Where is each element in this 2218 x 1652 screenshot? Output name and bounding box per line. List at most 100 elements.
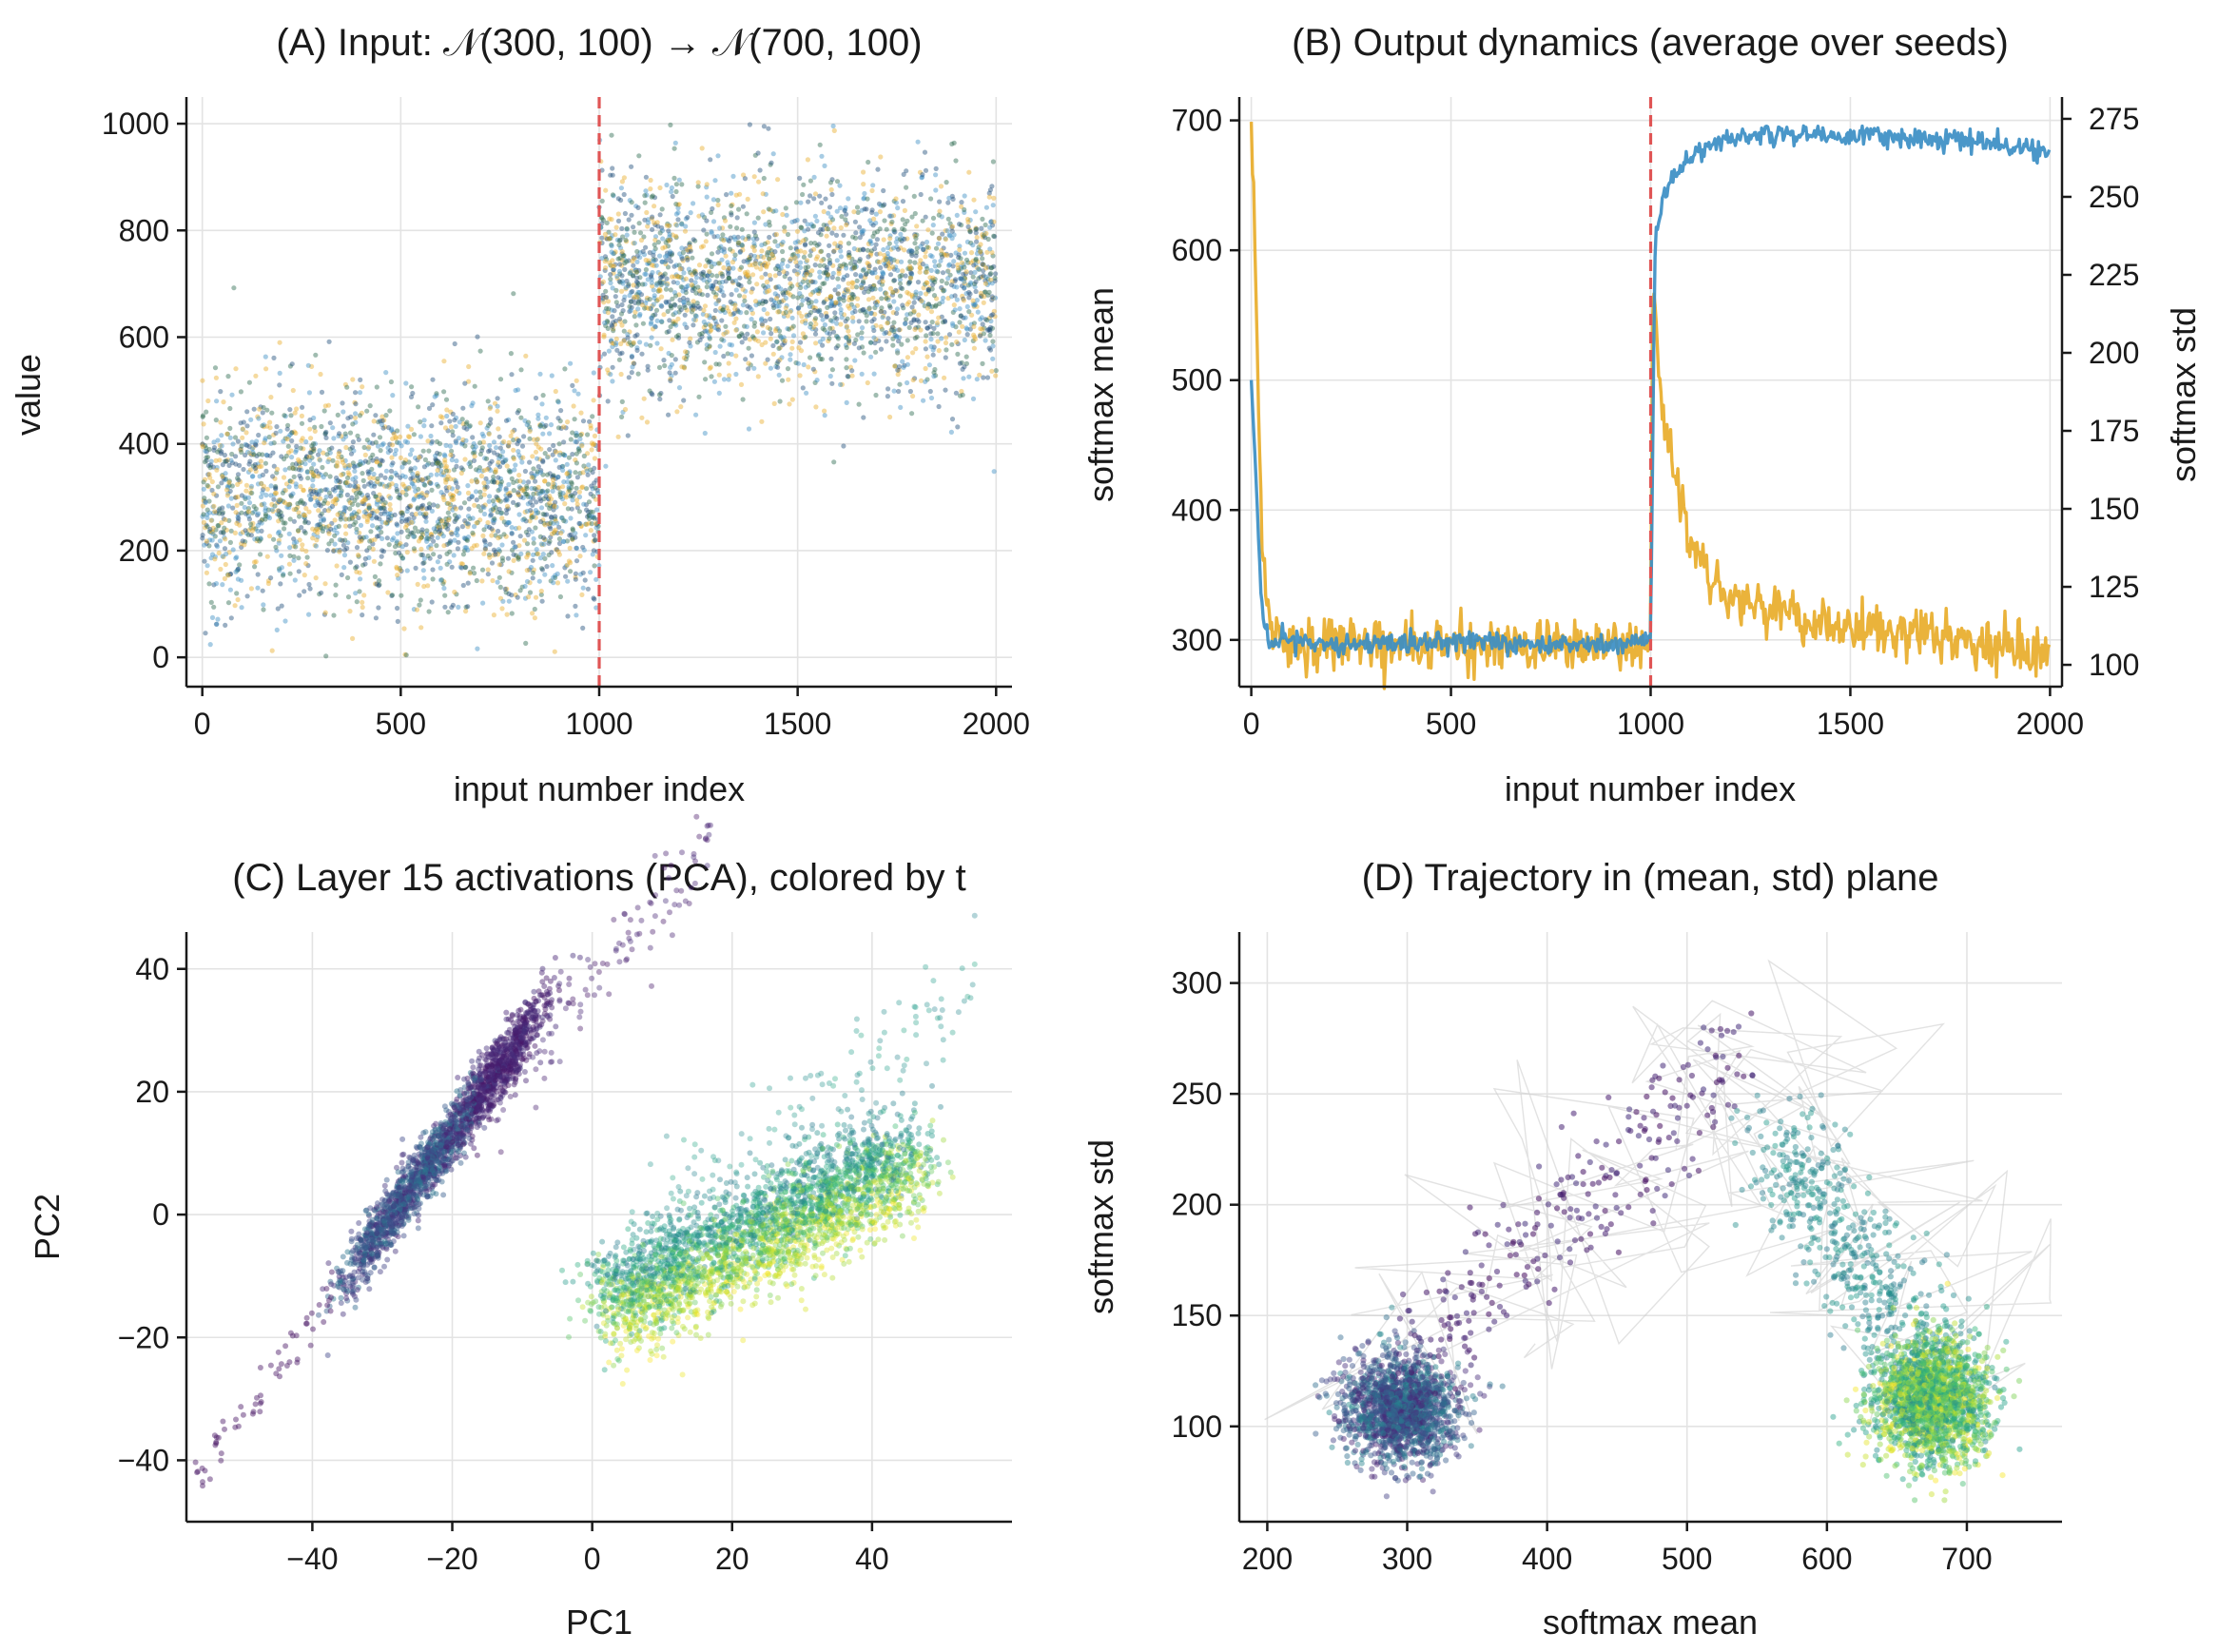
input-point	[506, 481, 512, 488]
input-point	[360, 562, 366, 568]
input-point	[906, 291, 912, 297]
input-point	[657, 280, 663, 285]
input-point	[946, 332, 953, 338]
input-point	[761, 175, 767, 182]
input-point	[460, 582, 466, 589]
input-point	[859, 371, 865, 377]
input-point	[644, 419, 651, 425]
input-point	[309, 466, 315, 472]
input-point	[271, 536, 277, 542]
input-point	[418, 492, 424, 498]
input-point	[409, 519, 415, 526]
input-point	[649, 262, 655, 268]
input-point	[834, 179, 841, 185]
input-point	[358, 522, 364, 529]
input-point	[767, 272, 773, 279]
input-point	[606, 236, 613, 242]
input-point	[201, 421, 206, 427]
input-point	[788, 357, 793, 362]
input-point	[873, 349, 879, 355]
input-point	[702, 360, 708, 365]
input-point	[434, 472, 439, 477]
input-point	[874, 275, 881, 281]
input-point	[221, 529, 226, 535]
input-point	[475, 478, 480, 485]
input-point	[232, 435, 239, 440]
input-point	[220, 462, 225, 468]
input-point	[941, 288, 946, 294]
input-point	[354, 530, 360, 535]
input-point	[959, 200, 964, 205]
input-point	[819, 153, 825, 159]
input-point	[438, 490, 444, 496]
input-point	[807, 253, 813, 259]
input-point	[246, 450, 253, 456]
input-point	[460, 467, 466, 473]
input-point	[548, 534, 554, 540]
input-point	[528, 495, 534, 500]
input-point	[930, 215, 937, 221]
input-point	[327, 474, 333, 479]
input-point	[200, 533, 205, 538]
input-point	[233, 366, 239, 372]
input-point	[345, 540, 351, 546]
input-point	[362, 561, 368, 567]
input-point	[369, 537, 375, 543]
input-point	[779, 378, 786, 383]
input-point	[357, 491, 362, 496]
input-point	[683, 349, 689, 355]
input-point	[669, 353, 674, 359]
input-point	[930, 223, 936, 228]
input-point	[220, 505, 225, 511]
input-point	[574, 501, 580, 507]
input-point	[262, 501, 267, 507]
input-point	[373, 413, 379, 418]
input-point	[591, 538, 596, 544]
input-point	[954, 284, 960, 290]
input-point	[409, 530, 415, 535]
input-point	[769, 331, 774, 337]
input-point	[460, 421, 466, 427]
input-point	[430, 377, 436, 382]
input-point	[822, 327, 827, 333]
input-point	[527, 459, 533, 465]
input-point	[263, 452, 269, 457]
input-point	[545, 520, 551, 526]
input-point	[332, 517, 338, 523]
input-point	[561, 452, 568, 458]
input-point	[844, 265, 849, 271]
input-point	[204, 449, 209, 455]
input-point	[302, 457, 308, 462]
input-point	[565, 470, 571, 476]
input-point	[851, 209, 857, 215]
input-point	[395, 522, 400, 528]
input-point	[227, 405, 233, 412]
input-point	[252, 509, 258, 515]
input-point	[487, 405, 493, 411]
input-point	[832, 287, 838, 293]
input-point	[445, 526, 451, 532]
input-point	[301, 512, 306, 517]
input-point	[255, 528, 261, 534]
input-point	[282, 413, 287, 418]
input-point	[291, 474, 297, 479]
input-point	[278, 581, 283, 587]
input-point	[780, 248, 786, 255]
input-point	[377, 435, 383, 440]
input-point	[487, 460, 493, 467]
input-point	[529, 515, 535, 520]
input-point	[646, 305, 652, 311]
input-point	[524, 421, 530, 428]
input-point	[788, 309, 793, 315]
input-point	[719, 318, 725, 323]
input-point	[472, 543, 477, 549]
input-point	[547, 471, 553, 476]
input-point	[505, 491, 511, 496]
input-point	[398, 510, 404, 516]
input-point	[547, 431, 553, 437]
input-point	[699, 292, 706, 298]
input-point	[342, 457, 348, 463]
input-point	[277, 370, 282, 376]
input-point	[590, 552, 595, 557]
input-point	[966, 309, 972, 315]
